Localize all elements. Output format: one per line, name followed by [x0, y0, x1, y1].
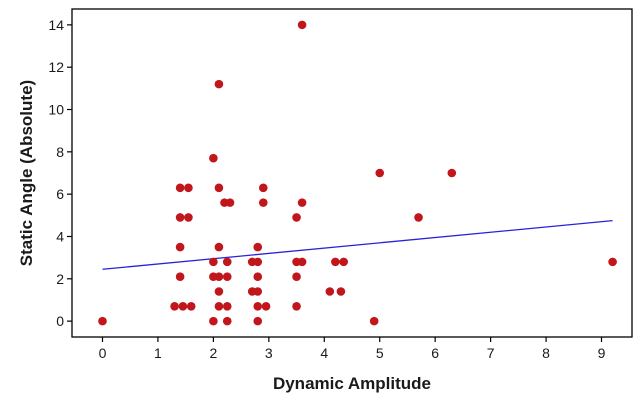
x-tick-label: 4 — [320, 345, 328, 361]
data-point — [184, 183, 193, 193]
data-point — [297, 257, 307, 267]
y-tick-label: 2 — [56, 271, 64, 287]
y-tick-label: 14 — [48, 17, 64, 33]
data-point — [225, 198, 235, 207]
data-point — [178, 302, 188, 311]
data-point — [214, 242, 224, 252]
data-point — [214, 183, 224, 193]
data-point — [331, 257, 340, 267]
x-tick-label: 3 — [265, 345, 273, 361]
data-point — [608, 257, 617, 267]
data-points — [98, 20, 617, 326]
data-point — [292, 272, 301, 281]
data-point — [222, 257, 232, 267]
data-point — [369, 316, 379, 326]
data-point — [292, 213, 301, 222]
data-point — [253, 257, 263, 267]
data-point — [375, 168, 385, 178]
data-point — [325, 287, 335, 296]
data-point — [209, 257, 218, 267]
y-tick-label: 8 — [56, 144, 64, 160]
data-point — [253, 242, 263, 252]
data-point — [258, 183, 268, 193]
data-point — [261, 302, 271, 311]
data-point — [214, 302, 224, 311]
x-tick-label: 9 — [598, 345, 606, 361]
x-axis-title: Dynamic Amplitude — [273, 374, 431, 393]
data-point — [214, 79, 224, 89]
data-point — [184, 213, 193, 222]
x-tick-label: 2 — [209, 345, 217, 361]
data-point — [339, 257, 348, 267]
x-tick-label: 8 — [542, 345, 550, 361]
data-point — [170, 302, 179, 311]
data-point — [175, 183, 185, 193]
data-point — [297, 198, 307, 207]
trend-line — [102, 219, 613, 270]
data-point — [253, 287, 263, 296]
data-point — [336, 287, 346, 296]
data-point — [253, 316, 263, 326]
x-tick-label: 0 — [99, 345, 107, 361]
plot-frame — [71, 8, 633, 338]
y-tick-label: 4 — [56, 228, 64, 244]
data-point — [214, 272, 224, 281]
y-axis-ticks: 0 2 4 6 8 10 12 14 — [48, 17, 72, 329]
data-point — [297, 20, 307, 30]
y-tick-label: 12 — [48, 59, 64, 75]
data-point — [414, 213, 423, 222]
data-point — [214, 287, 224, 296]
x-tick-label: 7 — [487, 345, 495, 361]
data-point — [175, 213, 185, 222]
y-tick-label: 6 — [56, 186, 64, 202]
data-point — [222, 272, 232, 281]
data-point — [292, 302, 301, 311]
data-point — [175, 242, 185, 252]
data-point — [222, 302, 232, 311]
data-point — [209, 153, 218, 163]
data-point — [222, 316, 232, 326]
y-tick-label: 0 — [56, 313, 64, 329]
y-tick-label: 10 — [48, 102, 64, 118]
data-point — [253, 302, 263, 311]
data-point — [209, 316, 218, 326]
data-point — [186, 302, 196, 311]
x-axis-ticks: 0 1 2 3 4 5 6 7 8 9 — [99, 337, 606, 361]
data-point — [253, 272, 263, 281]
data-point — [447, 168, 457, 178]
data-point — [175, 272, 185, 281]
data-point — [98, 316, 107, 326]
y-axis-title: Static Angle (Absolute) — [17, 80, 36, 266]
data-point — [258, 198, 268, 207]
x-tick-label: 5 — [376, 345, 384, 361]
x-tick-label: 1 — [154, 345, 162, 361]
x-tick-label: 6 — [431, 345, 439, 361]
